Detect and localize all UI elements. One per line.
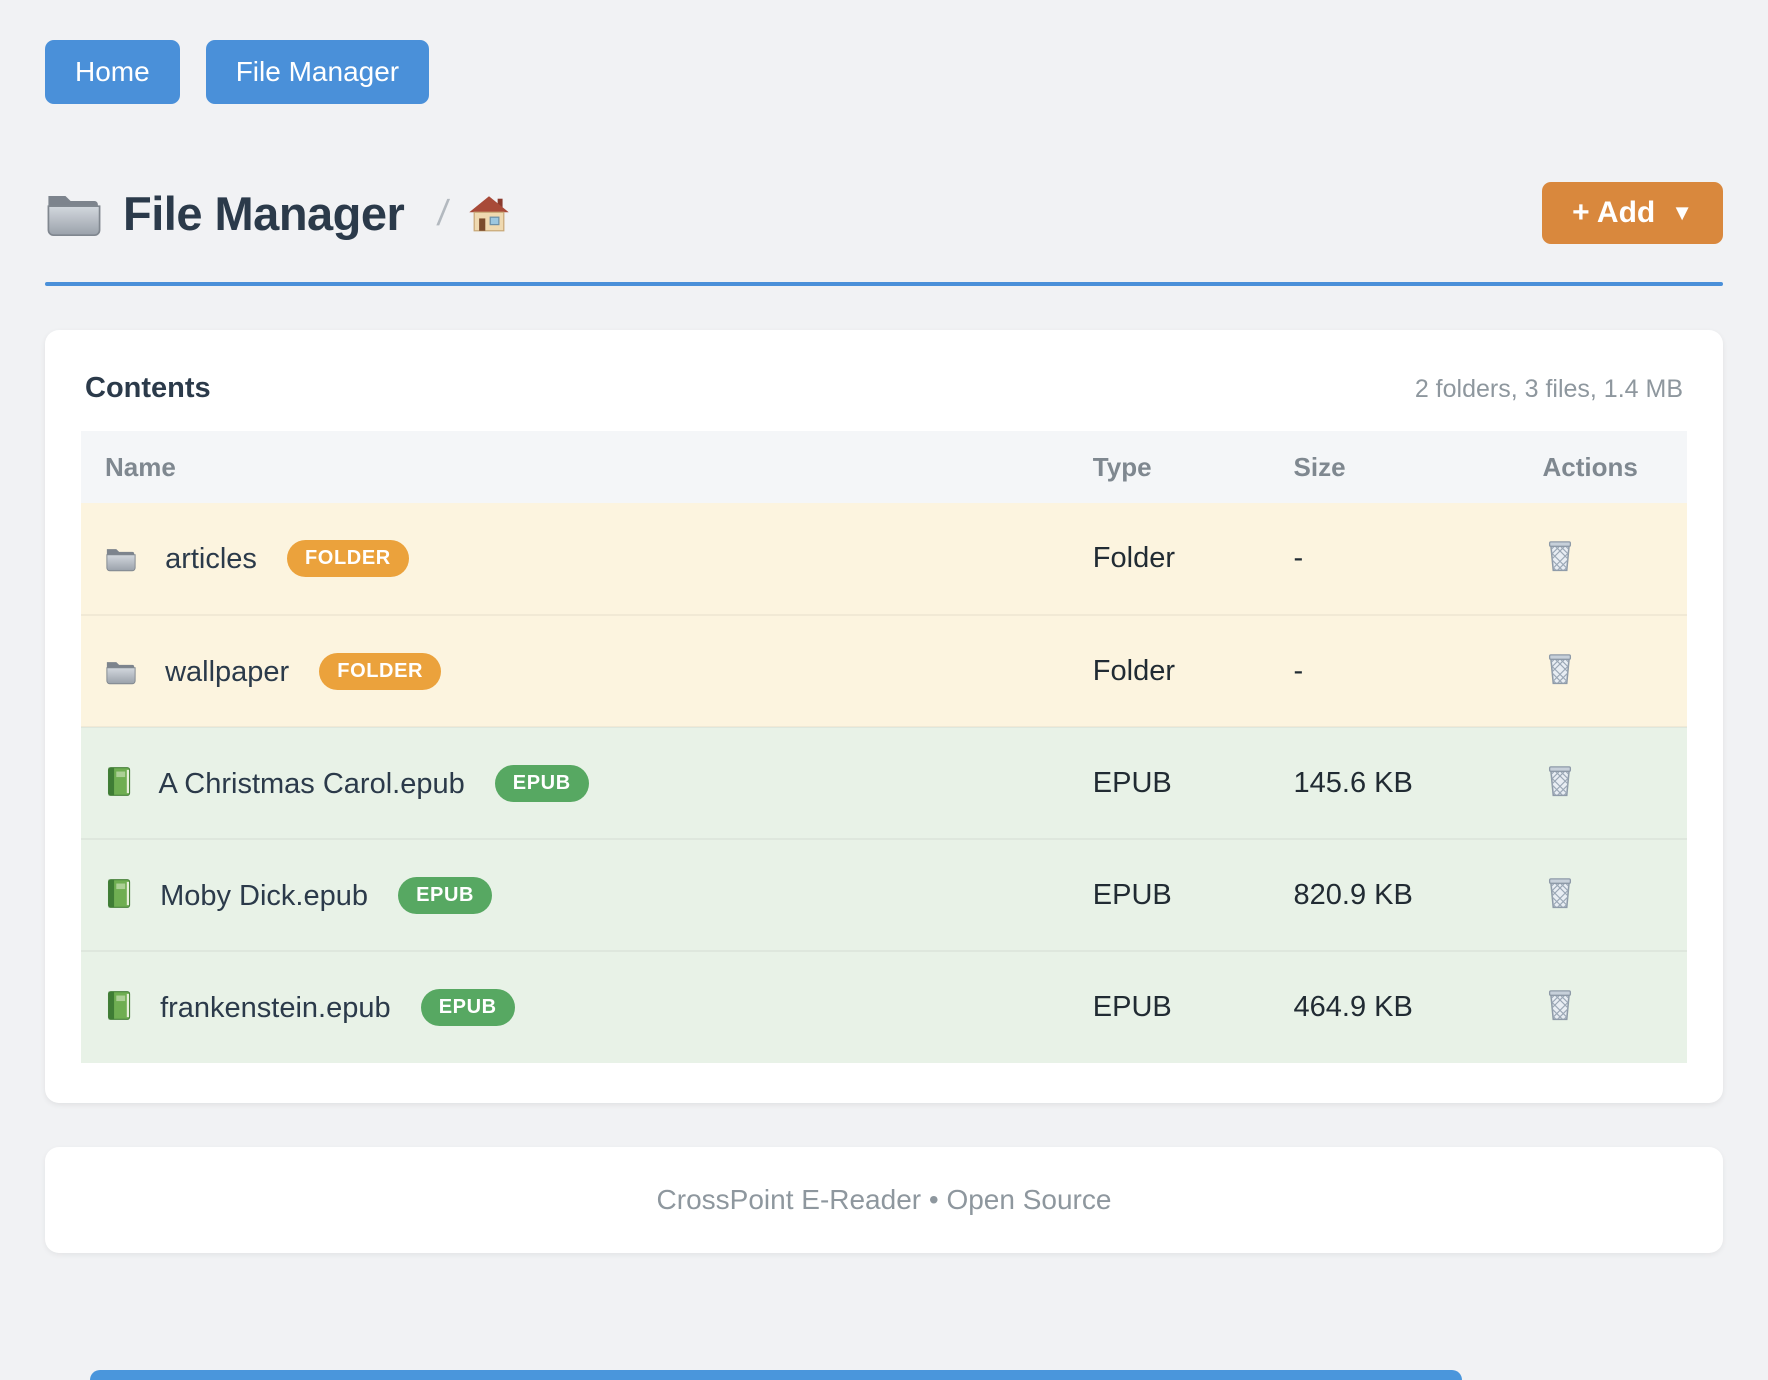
footer-text: CrossPoint E-Reader • Open Source bbox=[656, 1184, 1112, 1215]
add-button-label: + Add bbox=[1572, 196, 1656, 229]
file-name: A Christmas Carol.epub bbox=[158, 767, 465, 800]
file-manager-button[interactable]: File Manager bbox=[205, 40, 430, 104]
home-button[interactable]: Home bbox=[45, 40, 180, 104]
file-manager-page: Home File Manager File Manager / + Add ▼… bbox=[45, 40, 1723, 1253]
file-size: 464.9 KB bbox=[1293, 950, 1543, 1063]
file-size: - bbox=[1293, 614, 1543, 727]
file-name: Moby Dick.epub bbox=[160, 879, 368, 912]
contents-summary: 2 folders, 3 files, 1.4 MB bbox=[1414, 375, 1683, 403]
file-type: EPUB bbox=[1092, 726, 1294, 839]
contents-title: Contents bbox=[85, 372, 211, 404]
table-row[interactable]: A Christmas Carol.epub EPUB EPUB 145.6 K… bbox=[81, 726, 1687, 839]
column-header-type: Type bbox=[1092, 451, 1152, 482]
folder-icon bbox=[105, 658, 137, 685]
book-icon bbox=[105, 766, 132, 797]
top-nav: Home File Manager bbox=[45, 40, 1723, 104]
type-badge: FOLDER bbox=[286, 540, 409, 577]
breadcrumb-separator: / bbox=[435, 192, 452, 233]
chevron-down-icon: ▼ bbox=[1671, 200, 1693, 225]
file-size: - bbox=[1293, 542, 1304, 574]
file-type: Folder bbox=[1092, 614, 1294, 727]
trash-icon[interactable] bbox=[1542, 761, 1578, 803]
trash-icon[interactable] bbox=[1542, 536, 1578, 578]
contents-card: Contents 2 folders, 3 files, 1.4 MB Name… bbox=[45, 330, 1723, 1103]
add-button[interactable]: + Add ▼ bbox=[1542, 182, 1723, 244]
page-header: File Manager / + Add ▼ bbox=[45, 182, 1723, 244]
column-header-actions: Actions bbox=[1542, 451, 1638, 482]
book-icon bbox=[105, 878, 132, 909]
bottom-blue-bar[interactable] bbox=[90, 1370, 1462, 1380]
folder-icon bbox=[105, 545, 137, 572]
files-table: Name Type Size Actions articles FOLDER F… bbox=[81, 431, 1687, 1063]
file-name: frankenstein.epub bbox=[160, 992, 391, 1024]
table-row[interactable]: articles FOLDER Folder - bbox=[81, 503, 1687, 615]
file-type: EPUB bbox=[1092, 838, 1294, 951]
footer: CrossPoint E-Reader • Open Source bbox=[45, 1147, 1723, 1253]
trash-icon[interactable] bbox=[1542, 649, 1578, 691]
table-header-row: Name Type Size Actions bbox=[81, 431, 1687, 503]
home-icon[interactable] bbox=[468, 195, 510, 232]
file-type: EPUB bbox=[1092, 950, 1294, 1063]
file-size: 820.9 KB bbox=[1293, 838, 1543, 951]
file-name: articles bbox=[165, 543, 257, 575]
table-row[interactable]: Moby Dick.epub EPUB EPUB 820.9 KB bbox=[81, 838, 1687, 951]
table-row[interactable]: wallpaper FOLDER Folder - bbox=[81, 614, 1687, 727]
trash-icon[interactable] bbox=[1542, 873, 1578, 915]
file-type: Folder bbox=[1092, 542, 1175, 574]
file-name: wallpaper bbox=[165, 655, 290, 688]
book-icon bbox=[105, 990, 132, 1021]
folder-icon bbox=[45, 189, 103, 237]
trash-icon[interactable] bbox=[1542, 985, 1578, 1027]
title-divider bbox=[45, 282, 1723, 286]
type-badge: EPUB bbox=[420, 989, 515, 1026]
type-badge: FOLDER bbox=[319, 652, 442, 690]
page-title: File Manager bbox=[123, 186, 405, 240]
file-size: 145.6 KB bbox=[1293, 726, 1543, 839]
column-header-name: Name bbox=[105, 451, 176, 482]
type-badge: EPUB bbox=[398, 876, 493, 914]
table-row[interactable]: frankenstein.epub EPUB EPUB 464.9 KB bbox=[81, 950, 1687, 1063]
type-badge: EPUB bbox=[494, 764, 589, 802]
column-header-size: Size bbox=[1293, 451, 1346, 482]
